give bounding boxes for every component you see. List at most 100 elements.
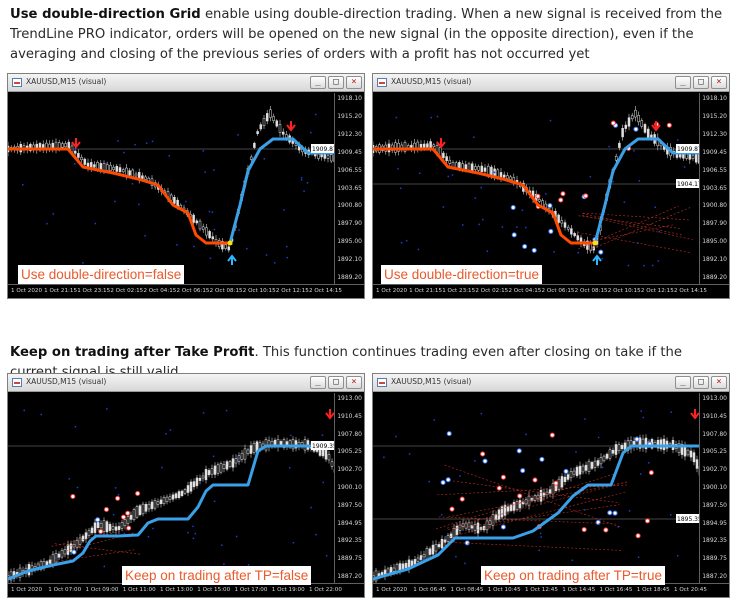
signal-dot: [55, 557, 58, 559]
candle-body: [269, 109, 272, 118]
signal-dot: [192, 537, 195, 540]
candle-body: [224, 244, 227, 249]
signal-dot: [40, 413, 42, 416]
signal-dot: [213, 500, 216, 503]
signal-dot: [283, 209, 285, 211]
chart-caption: Use double-direction=false: [18, 265, 185, 284]
candle-body: [590, 462, 594, 469]
chart-window-keep-trading-false[interactable]: XAUUSD,M15 (visual) _ □ × 1909.35 1913.0…: [7, 373, 365, 598]
candle-body: [461, 523, 465, 527]
signal-dot: [103, 565, 106, 568]
candle-body: [509, 504, 513, 511]
order-marker: [126, 525, 132, 531]
candle-body: [126, 516, 130, 524]
signal-dot: [211, 211, 214, 213]
sell-arrow-icon: [690, 409, 700, 420]
price-tick-label: 1907.80: [337, 430, 362, 438]
signal-dot: [589, 175, 592, 178]
signal-dot: [399, 187, 402, 190]
time-tick-label: 1 Oct 18:45: [636, 587, 670, 593]
time-tick-label: 1 Oct 2020: [376, 587, 408, 593]
uptrend-line: [373, 444, 701, 581]
window-titlebar[interactable]: XAUUSD,M15 (visual) _ □ ×: [373, 74, 729, 92]
order-link-line: [446, 481, 627, 529]
signal-dot: [176, 244, 178, 246]
price-tick-label: 1887.20: [702, 573, 727, 580]
signal-dot: [22, 183, 24, 186]
chart-window-double-direction-false[interactable]: XAUUSD,M15 (visual) _ □ × 1909.87 1918.1…: [7, 73, 365, 299]
candle-body: [118, 167, 122, 173]
signal-dot: [459, 475, 461, 477]
signal-dot: [430, 116, 432, 119]
signal-dot: [238, 229, 240, 231]
maximize-button[interactable]: □: [328, 376, 344, 389]
order-marker: [633, 126, 639, 132]
signal-dot: [544, 193, 547, 195]
signal-dot: [263, 158, 266, 160]
window-titlebar[interactable]: XAUUSD,M15 (visual) _ □ ×: [8, 374, 364, 392]
time-tick-label: 2 Oct 12:15: [640, 288, 674, 294]
window-titlebar[interactable]: XAUUSD,M15 (visual) _ □ ×: [373, 374, 729, 392]
candle-body: [198, 477, 202, 481]
close-button[interactable]: ×: [346, 76, 362, 89]
price-axis: 1913.00 1910.45 1907.80 1905.25 1902.70 1900.…: [334, 393, 364, 583]
candle-body: [105, 521, 109, 533]
minimize-button[interactable]: _: [675, 76, 691, 89]
time-tick-label: 2 Oct 02:15: [475, 288, 509, 294]
signal-dot: [677, 139, 679, 141]
time-tick-label: 1 Oct 21:15: [409, 288, 443, 294]
candle-body: [262, 118, 266, 126]
maximize-button[interactable]: □: [328, 76, 344, 89]
close-button[interactable]: ×: [711, 76, 727, 89]
signal-dot: [169, 429, 172, 431]
signal-dot: [221, 544, 223, 546]
candle-body: [572, 470, 576, 475]
minimize-button[interactable]: _: [310, 76, 326, 89]
candle-body: [111, 526, 115, 530]
order-marker: [520, 468, 526, 474]
candle-body: [548, 489, 552, 494]
candle-body: [96, 522, 100, 528]
candle-body: [563, 476, 567, 482]
maximize-button[interactable]: □: [693, 376, 709, 389]
candle-body: [448, 159, 452, 164]
price-tag-box: [676, 144, 701, 153]
candle-body: [243, 448, 247, 460]
candle-body: [173, 197, 176, 204]
candle-body: [211, 236, 215, 240]
time-tick-label: 1 Oct 2020: [376, 288, 408, 294]
signal-dot: [617, 526, 620, 528]
candle-body: [464, 522, 468, 529]
time-tick-label: 2 Oct 14:15: [674, 288, 707, 294]
maximize-button[interactable]: □: [693, 76, 709, 89]
minimize-button[interactable]: _: [310, 376, 326, 389]
order-link-line: [438, 516, 616, 525]
price-tick-label: 1903.65: [337, 184, 362, 192]
candle-body: [575, 466, 579, 476]
order-marker: [548, 228, 554, 234]
close-button[interactable]: ×: [711, 376, 727, 389]
order-marker: [459, 496, 465, 502]
price-chart[interactable]: 1895.35: [373, 393, 701, 585]
price-chart[interactable]: 1909.35: [8, 393, 336, 584]
close-button[interactable]: ×: [346, 376, 362, 389]
signal-dot: [117, 140, 119, 142]
window-titlebar[interactable]: XAUUSD,M15 (visual) _ □ ×: [8, 74, 364, 92]
signal-dot: [433, 419, 435, 421]
candle-body: [428, 548, 432, 555]
candle-body: [422, 554, 426, 558]
order-link-line: [583, 212, 689, 221]
candle-body: [51, 554, 55, 565]
minimize-button[interactable]: _: [675, 376, 691, 389]
chart-window-double-direction-true[interactable]: XAUUSD,M15 (visual) _ □ × 1909.87 1904.17…: [372, 73, 730, 299]
chart-window-keep-trading-true[interactable]: XAUUSD,M15 (visual) _ □ × 1895.35 1913.0…: [372, 373, 730, 598]
candle-body: [560, 476, 564, 488]
price-chart[interactable]: 1909.87 1904.17: [373, 93, 701, 284]
price-tick-label: 1887.20: [337, 573, 362, 580]
signal-dot: [683, 166, 686, 168]
signal-dot: [473, 136, 475, 139]
candle-body: [123, 519, 127, 526]
price-chart[interactable]: 1909.87: [8, 93, 336, 284]
signal-dot: [502, 519, 505, 521]
signal-dot: [123, 151, 125, 154]
